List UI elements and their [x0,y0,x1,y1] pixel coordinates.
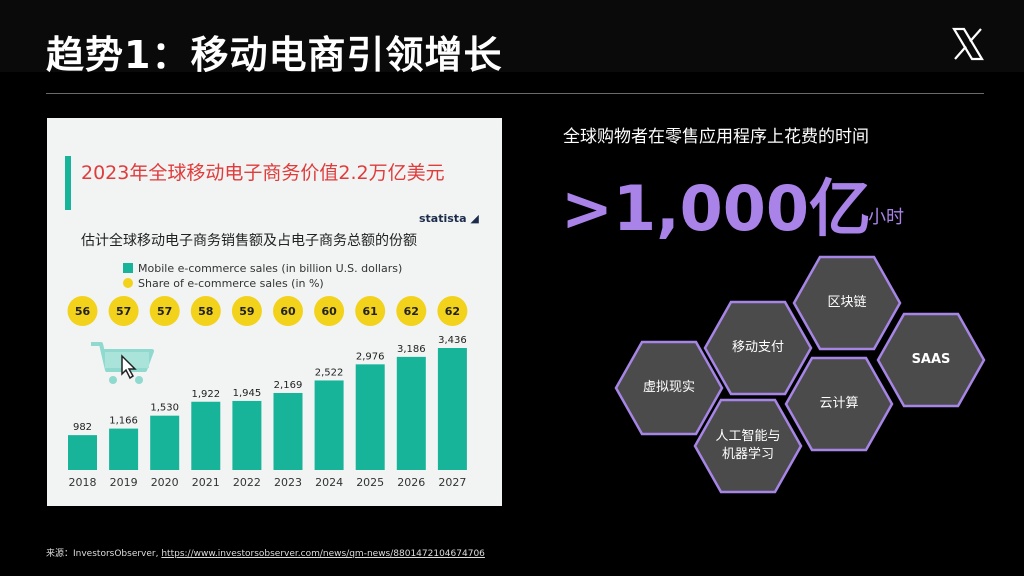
source-citation: 来源：InvestorsObserver, https://www.invest… [46,549,485,559]
x-tick-label: 2026 [397,476,425,489]
share-value-label: 59 [239,305,254,318]
bar [150,415,180,470]
shopping-cart-icon [91,342,154,384]
share-value-label: 61 [363,305,378,318]
share-bubble [437,296,468,326]
hex-mobile-payment: 移动支付 [703,300,813,396]
hexagon-shape [693,398,803,494]
bar-value-label: 2,976 [356,351,385,362]
chart-title-accent [65,156,71,210]
hexagon-shape [876,312,986,408]
x-tick-label: 2027 [438,476,466,489]
chart-title: 2023年全球移动电子商务价值2.2万亿美元 [81,162,445,184]
legend-item-share: Share of e-commerce sales (in %) [123,277,324,290]
hexagon-shape [614,340,724,436]
share-value-label: 57 [157,305,172,318]
chart-panel: 2023年全球移动电子商务价值2.2万亿美元 statista ◢ 估计全球移动… [47,118,502,506]
x-tick-label: 2018 [69,476,97,489]
hex-saas: SAAS [876,312,986,408]
share-bubble [231,296,262,326]
share-bubble [314,296,345,326]
bar [355,364,385,470]
bar [396,356,426,470]
x-tick-label: 2025 [356,476,384,489]
share-bubble [190,296,221,326]
bar-value-label: 2,522 [315,367,344,378]
chart-subtitle: 估计全球移动电子商务销售额及占电子商务总额的份额 [81,233,417,249]
bar [314,380,344,470]
legend-swatch-share [123,278,133,288]
share-value-label: 56 [75,305,91,318]
share-value-label: 58 [198,305,213,318]
legend-swatch-sales [123,263,133,273]
bar-value-label: 1,945 [233,388,262,399]
bar-value-label: 982 [73,422,92,433]
bar-chart: 982 2018 56 1,166 2019 57 1,530 2020 57 1,922 2021… [67,296,468,489]
hexagon-shape [703,300,813,396]
x-logo-icon[interactable] [950,26,986,62]
bar [273,392,303,470]
bar [68,435,97,470]
hex-blockchain: 区块链 [792,255,902,351]
share-bubble [273,296,303,326]
bar-value-label: 3,436 [438,335,467,346]
legend-item-sales: Mobile e-commerce sales (in billion U.S.… [123,262,402,275]
stat-heading: 全球购物者在零售应用程序上花费的时间 [563,127,869,147]
bar-value-label: 1,530 [150,403,179,414]
bar [232,400,262,470]
hexagon-shape [792,255,902,351]
share-bubble [149,296,180,326]
bar-value-label: 1,166 [109,416,138,427]
x-tick-label: 2022 [233,476,261,489]
share-bubble [396,296,427,326]
x-tick-label: 2023 [274,476,302,489]
x-tick-label: 2020 [151,476,179,489]
share-value-label: 60 [280,305,296,318]
share-value-label: 62 [404,305,419,318]
hex-virtual-reality: 虚拟现实 [614,340,724,436]
share-bubble [67,296,98,326]
source-link[interactable]: https://www.investorsobserver.com/news/q… [161,549,485,559]
x-tick-label: 2021 [192,476,220,489]
bar [437,348,467,470]
page-title: 趋势1：移动电商引领增长 [46,33,503,77]
share-value-label: 57 [116,305,131,318]
stat-value: >1,000亿 [561,172,872,245]
share-bubble [108,296,139,326]
share-value-label: 62 [445,305,460,318]
top-bar [0,0,1024,72]
bar-value-label: 3,186 [397,344,426,355]
statista-logo: statista ◢ [419,212,479,225]
bar-value-label: 1,922 [191,389,220,400]
stat-unit: 小时 [868,207,904,228]
bar-value-label: 2,169 [274,380,303,391]
hex-ai-ml: 人工智能与 机器学习 [693,398,803,494]
bar [109,428,139,470]
title-divider [46,93,984,94]
share-value-label: 60 [321,305,337,318]
x-tick-label: 2019 [110,476,138,489]
share-bubble [355,296,386,326]
bar [191,401,221,470]
x-tick-label: 2024 [315,476,343,489]
hex-cloud-computing: 云计算 [784,356,894,452]
hexagon-shape [784,356,894,452]
